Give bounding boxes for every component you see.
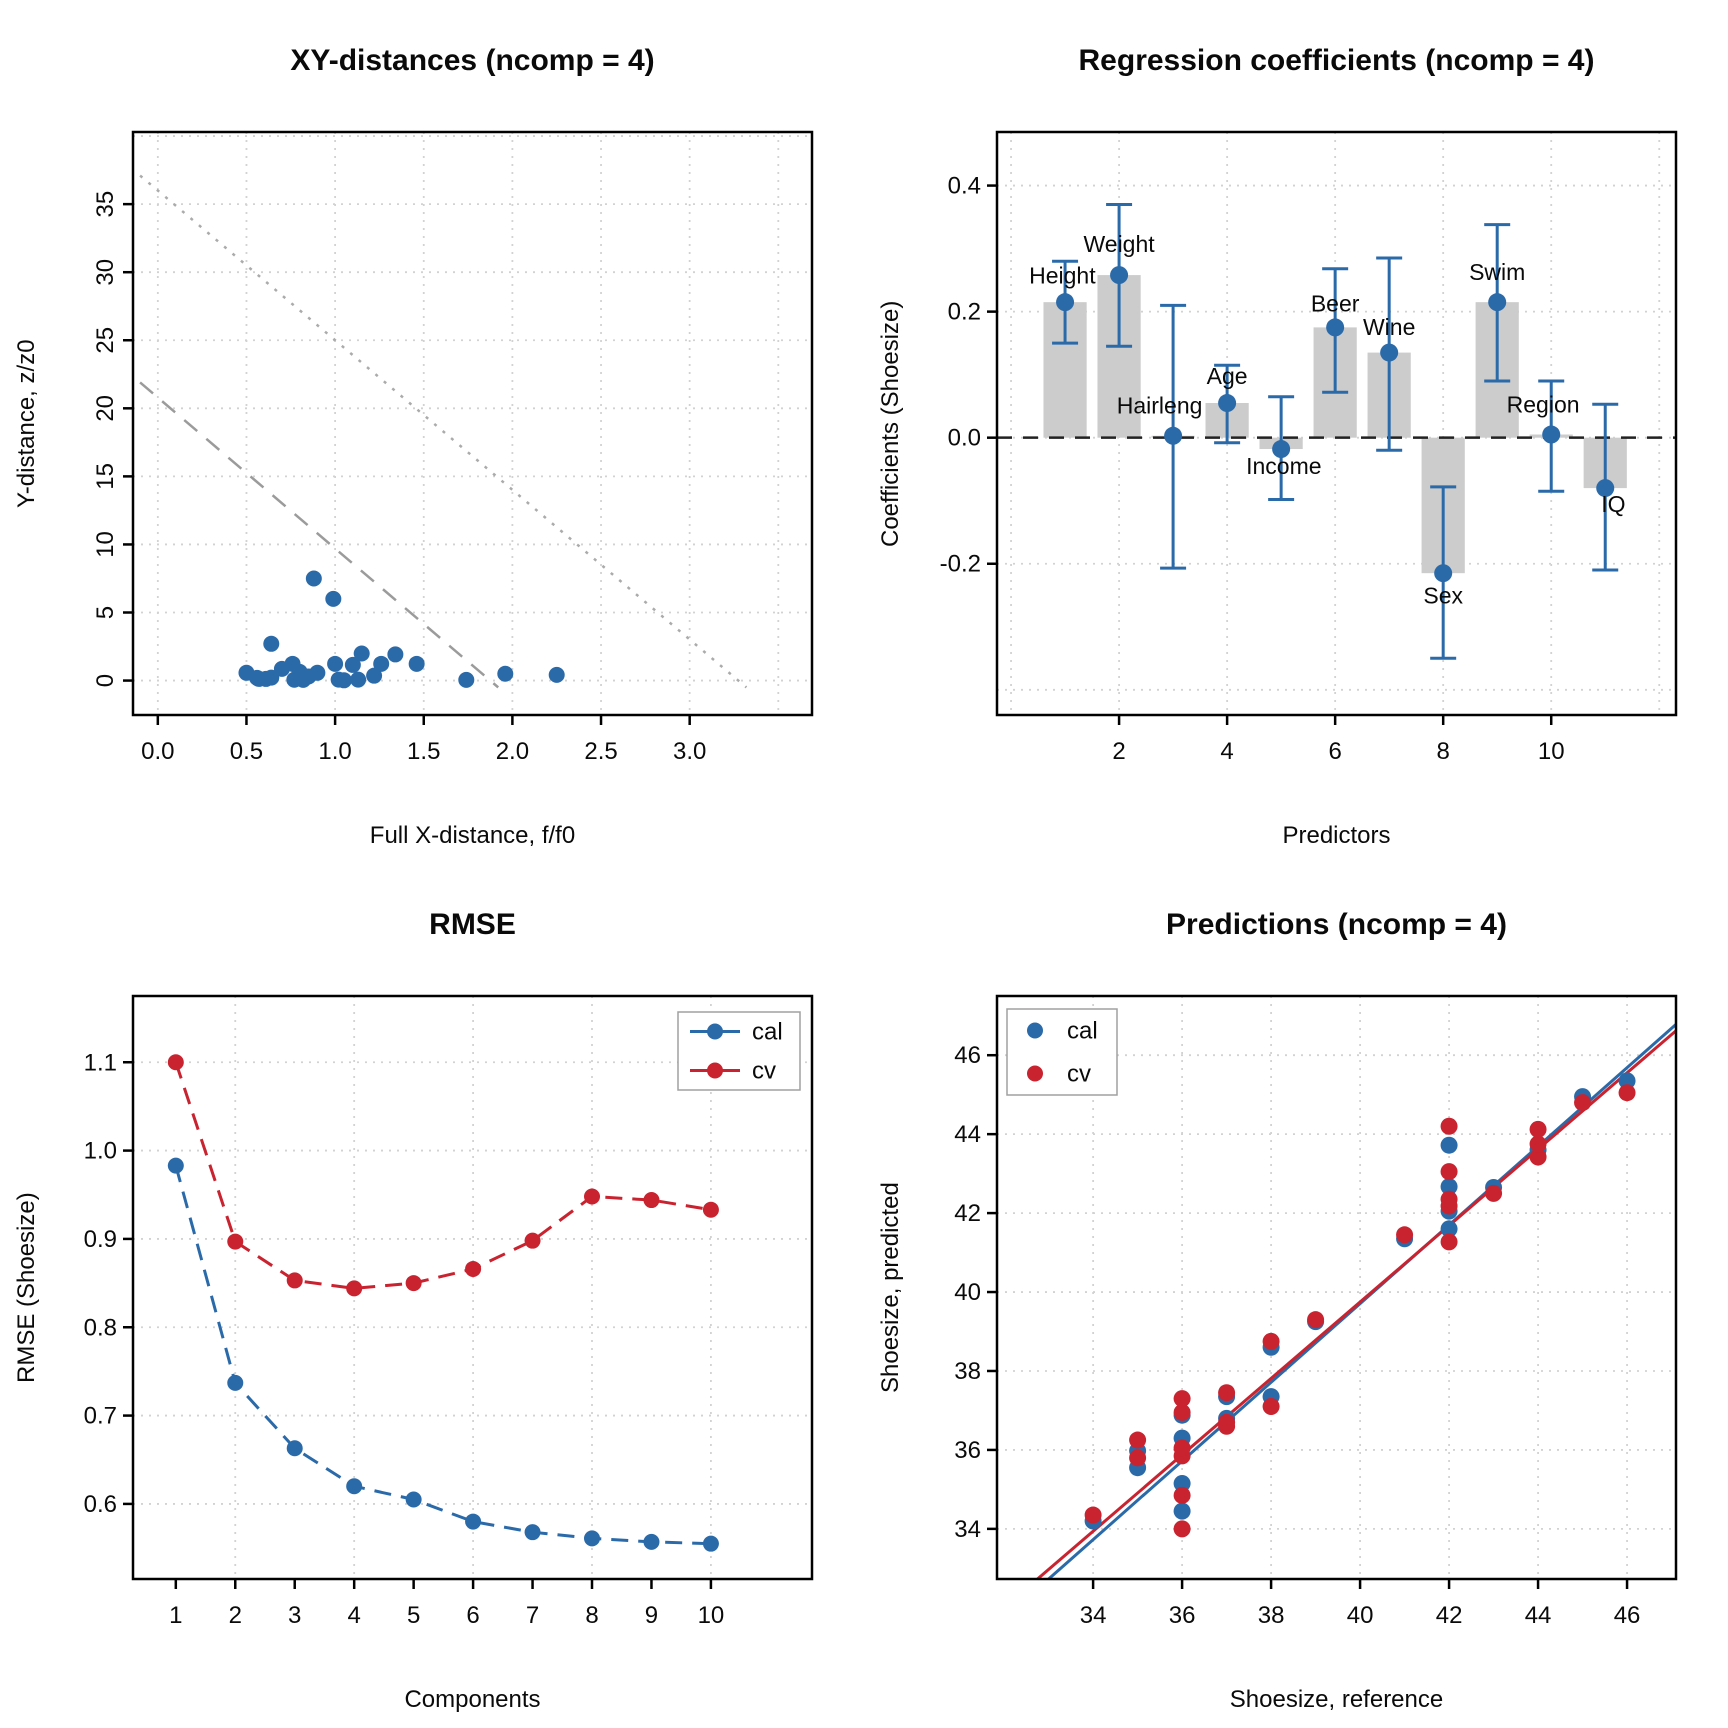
svg-text:Weight: Weight [1083, 231, 1155, 257]
panel-regression-coefficients: Regression coefficients (ncomp = 4) Coef… [864, 0, 1728, 864]
svg-text:3: 3 [288, 1602, 301, 1629]
svg-text:Swim: Swim [1469, 259, 1525, 285]
svg-text:6: 6 [1328, 738, 1341, 765]
svg-text:Wine: Wine [1363, 314, 1415, 340]
svg-text:40: 40 [1347, 1602, 1374, 1629]
svg-text:8: 8 [1437, 738, 1450, 765]
svg-text:1: 1 [169, 1602, 182, 1629]
svg-text:15: 15 [92, 463, 119, 490]
svg-text:0.6: 0.6 [84, 1491, 117, 1518]
svg-text:25: 25 [92, 327, 119, 354]
svg-text:10: 10 [698, 1602, 725, 1629]
svg-text:cal: cal [1067, 1018, 1098, 1045]
svg-text:36: 36 [1169, 1602, 1196, 1629]
svg-text:1.0: 1.0 [84, 1138, 117, 1165]
svg-text:44: 44 [1525, 1602, 1552, 1629]
svg-text:Region: Region [1507, 391, 1580, 417]
svg-text:IQ: IQ [1601, 491, 1625, 517]
chart-title: XY-distances (ncomp = 4) [290, 44, 655, 77]
x-axis-label: Full X-distance, f/f0 [369, 822, 576, 849]
svg-text:42: 42 [1436, 1602, 1463, 1629]
svg-text:Hairleng: Hairleng [1117, 393, 1203, 419]
svg-text:2.5: 2.5 [584, 738, 617, 765]
svg-text:36: 36 [954, 1437, 981, 1464]
predictions-chart: 34 36 38 40 42 44 46 34 36 38 40 42 44 46 cal cv [954, 994, 1678, 1629]
svg-text:2: 2 [229, 1602, 242, 1629]
svg-text:7: 7 [526, 1602, 539, 1629]
svg-text:0.0: 0.0 [141, 738, 174, 765]
svg-text:3.0: 3.0 [673, 738, 706, 765]
svg-text:0.7: 0.7 [84, 1403, 117, 1430]
chart-title: Predictions (ncomp = 4) [1166, 908, 1507, 941]
svg-text:0.4: 0.4 [948, 173, 981, 200]
x-axis-label: Shoesize, reference [1229, 1686, 1444, 1713]
svg-text:30: 30 [92, 259, 119, 286]
svg-text:10: 10 [92, 531, 119, 558]
svg-text:4: 4 [1220, 738, 1233, 765]
svg-text:2.0: 2.0 [496, 738, 529, 765]
svg-text:40: 40 [954, 1279, 981, 1306]
svg-text:0.5: 0.5 [230, 738, 263, 765]
x-axis-label: Predictors [1282, 822, 1391, 849]
svg-text:1.5: 1.5 [407, 738, 440, 765]
svg-text:44: 44 [954, 1121, 981, 1148]
panel-predictions: Predictions (ncomp = 4) Shoesize, predic… [864, 864, 1728, 1728]
svg-text:34: 34 [954, 1516, 981, 1543]
svg-text:Beer: Beer [1311, 291, 1360, 317]
svg-text:35: 35 [92, 191, 119, 218]
xy-distances-chart: 0.0 0.5 1.0 1.5 2.0 2.5 3.0 0 5 10 15 20 25 30 35 [92, 130, 814, 765]
svg-text:9: 9 [645, 1602, 658, 1629]
svg-text:1.0: 1.0 [318, 738, 351, 765]
svg-text:38: 38 [1258, 1602, 1285, 1629]
rmse-chart: 1 2 3 4 5 6 7 8 9 10 0.6 0.7 0.8 0.9 1.0 1.1 cal cv [84, 994, 814, 1629]
svg-text:8: 8 [585, 1602, 598, 1629]
svg-text:cal: cal [752, 1019, 783, 1046]
svg-text:10: 10 [1538, 738, 1565, 765]
svg-text:38: 38 [954, 1358, 981, 1385]
chart-title: RMSE [429, 908, 516, 941]
panel-xy-distances: XY-distances (ncomp = 4) Y-distance, z/z… [0, 0, 864, 864]
svg-text:0.9: 0.9 [84, 1226, 117, 1253]
svg-text:Sex: Sex [1423, 582, 1463, 608]
svg-text:5: 5 [407, 1602, 420, 1629]
svg-text:46: 46 [954, 1042, 981, 1069]
svg-text:46: 46 [1614, 1602, 1641, 1629]
svg-text:0.8: 0.8 [84, 1314, 117, 1341]
svg-text:cv: cv [752, 1058, 776, 1085]
svg-text:Height: Height [1029, 262, 1096, 288]
svg-text:42: 42 [954, 1200, 981, 1227]
svg-text:6: 6 [466, 1602, 479, 1629]
svg-text:0.2: 0.2 [948, 299, 981, 326]
svg-text:Income: Income [1246, 453, 1321, 479]
x-axis-label: Components [404, 1686, 541, 1713]
chart-title: Regression coefficients (ncomp = 4) [1078, 44, 1595, 77]
svg-text:5: 5 [92, 606, 119, 619]
svg-text:Age: Age [1207, 363, 1248, 389]
svg-text:0: 0 [92, 674, 119, 687]
svg-text:cv: cv [1067, 1061, 1091, 1088]
svg-text:0.0: 0.0 [948, 425, 981, 452]
svg-text:-0.2: -0.2 [940, 551, 981, 578]
svg-text:1.1: 1.1 [84, 1049, 117, 1076]
svg-text:2: 2 [1112, 738, 1125, 765]
svg-text:4: 4 [348, 1602, 361, 1629]
svg-text:34: 34 [1080, 1602, 1107, 1629]
svg-text:20: 20 [92, 395, 119, 422]
